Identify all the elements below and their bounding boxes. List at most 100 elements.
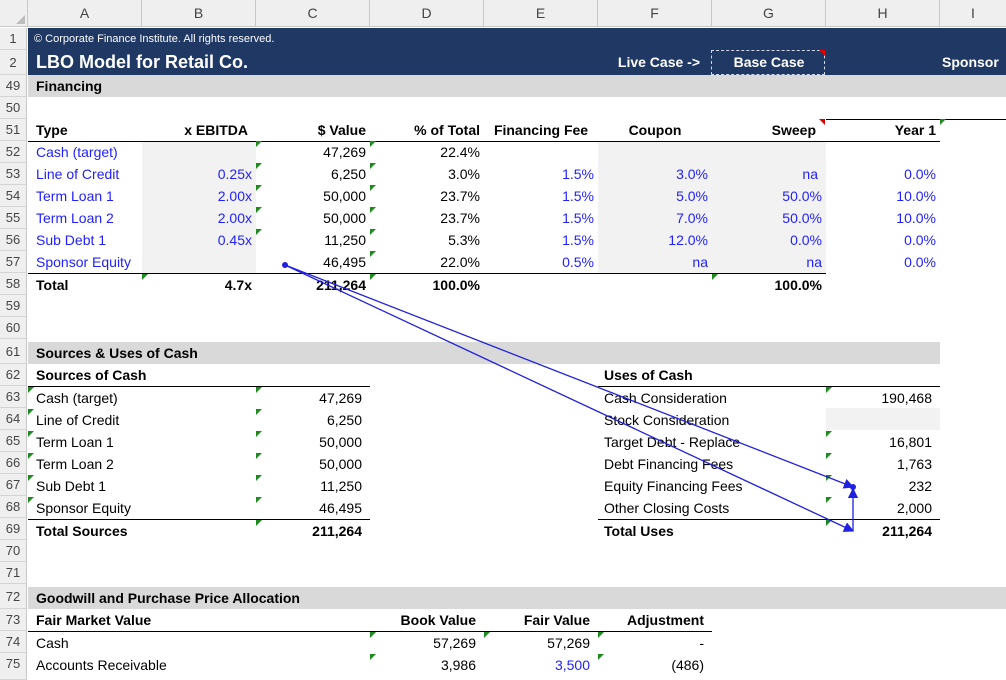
row-header[interactable]: 49 bbox=[0, 75, 27, 97]
financing-type-cell[interactable]: Term Loan 1 bbox=[36, 188, 114, 204]
source-value[interactable]: 47,269 bbox=[319, 390, 362, 406]
financing-year1-cell[interactable]: 0.0% bbox=[904, 166, 936, 182]
use-value[interactable]: 1,763 bbox=[896, 456, 932, 472]
source-value[interactable]: 11,250 bbox=[320, 478, 362, 494]
use-value[interactable]: 16,801 bbox=[889, 434, 932, 450]
error-indicator[interactable] bbox=[256, 453, 262, 459]
error-indicator[interactable] bbox=[256, 163, 262, 169]
error-indicator[interactable] bbox=[712, 274, 718, 280]
use-value[interactable]: 2,000 bbox=[896, 500, 932, 516]
error-indicator[interactable] bbox=[826, 453, 832, 459]
row-header[interactable]: 68 bbox=[0, 496, 27, 518]
financing-year1-cell[interactable]: 0.0% bbox=[904, 232, 936, 248]
error-indicator[interactable] bbox=[370, 207, 376, 213]
row-header[interactable]: 51 bbox=[0, 119, 27, 141]
error-indicator[interactable] bbox=[28, 387, 34, 393]
financing-type-cell[interactable]: Line of Credit bbox=[36, 166, 120, 182]
error-indicator[interactable] bbox=[142, 274, 148, 280]
error-indicator[interactable] bbox=[28, 475, 34, 481]
error-indicator[interactable] bbox=[826, 497, 832, 503]
financing-coupon-cell[interactable]: 7.0% bbox=[676, 210, 708, 226]
row-header[interactable]: 65 bbox=[0, 430, 27, 452]
error-indicator[interactable] bbox=[28, 497, 34, 503]
financing-total-label[interactable]: Total bbox=[36, 277, 69, 293]
error-indicator[interactable] bbox=[370, 229, 376, 235]
column-header-a[interactable]: A bbox=[28, 0, 142, 26]
row-header[interactable]: 57 bbox=[0, 251, 27, 273]
row-header[interactable]: 72 bbox=[0, 584, 27, 609]
error-indicator[interactable] bbox=[28, 453, 34, 459]
column-header-e[interactable]: E bbox=[484, 0, 598, 26]
error-indicator[interactable] bbox=[598, 654, 604, 660]
row-header[interactable]: 52 bbox=[0, 141, 27, 163]
financing-type-cell[interactable]: Term Loan 2 bbox=[36, 210, 114, 226]
source-label[interactable]: Sponsor Equity bbox=[36, 500, 131, 516]
error-indicator[interactable] bbox=[370, 274, 376, 280]
use-value[interactable]: 232 bbox=[908, 478, 932, 494]
total-sources-value[interactable]: 211,264 bbox=[312, 523, 362, 539]
column-header-b[interactable]: B bbox=[142, 0, 256, 26]
error-indicator[interactable] bbox=[256, 431, 262, 437]
financing-pct-cell[interactable]: 22.0% bbox=[440, 254, 480, 270]
financing-pct-cell[interactable]: 22.4% bbox=[440, 144, 480, 160]
error-indicator[interactable] bbox=[256, 409, 262, 415]
column-header-c[interactable]: C bbox=[256, 0, 370, 26]
use-label[interactable]: Other Closing Costs bbox=[604, 500, 730, 516]
column-header-d[interactable]: D bbox=[370, 0, 484, 26]
financing-fee-cell[interactable]: 1.5% bbox=[562, 188, 594, 204]
source-value[interactable]: 46,495 bbox=[319, 500, 362, 516]
error-indicator[interactable] bbox=[256, 387, 262, 393]
row-header[interactable]: 75 bbox=[0, 653, 27, 680]
financing-value-cell[interactable]: 11,250 bbox=[324, 232, 366, 248]
row-header[interactable]: 62 bbox=[0, 364, 27, 386]
financing-pct-cell[interactable]: 23.7% bbox=[440, 188, 480, 204]
error-indicator[interactable] bbox=[370, 251, 376, 257]
financing-year1-cell[interactable]: 0.0% bbox=[904, 254, 936, 270]
source-value[interactable]: 6,250 bbox=[326, 412, 362, 428]
row-header[interactable]: 58 bbox=[0, 273, 27, 295]
error-indicator[interactable] bbox=[256, 475, 262, 481]
financing-value-cell[interactable]: 6,250 bbox=[330, 166, 366, 182]
financing-fee-cell[interactable]: 0.5% bbox=[562, 254, 594, 270]
goodwill-item-label[interactable]: Accounts Receivable bbox=[36, 657, 167, 673]
error-indicator[interactable] bbox=[370, 141, 376, 147]
error-indicator[interactable] bbox=[370, 185, 376, 191]
source-label[interactable]: Sub Debt 1 bbox=[36, 478, 107, 494]
financing-pct-cell[interactable]: 3.0% bbox=[448, 166, 480, 182]
goodwill-adj-cell[interactable]: (486) bbox=[671, 657, 704, 673]
source-label[interactable]: Line of Credit bbox=[36, 412, 120, 428]
error-indicator[interactable] bbox=[28, 409, 34, 415]
row-header[interactable]: 73 bbox=[0, 609, 27, 631]
goodwill-book-cell[interactable]: 57,269 bbox=[433, 635, 476, 651]
error-indicator[interactable] bbox=[256, 207, 262, 213]
row-header[interactable]: 70 bbox=[0, 540, 27, 562]
financing-value-cell[interactable]: 50,000 bbox=[323, 210, 366, 226]
source-value[interactable]: 50,000 bbox=[319, 434, 362, 450]
source-value[interactable]: 50,000 bbox=[319, 456, 362, 472]
financing-x-ebitda-cell[interactable]: 2.00x bbox=[217, 188, 252, 204]
financing-total-x-ebitda[interactable]: 4.7x bbox=[224, 277, 252, 293]
financing-fee-cell[interactable]: 1.5% bbox=[562, 232, 594, 248]
financing-coupon-cell[interactable]: na bbox=[692, 254, 708, 270]
row-header[interactable]: 54 bbox=[0, 185, 27, 207]
row-header[interactable]: 56 bbox=[0, 229, 27, 251]
financing-coupon-cell[interactable]: 12.0% bbox=[668, 232, 708, 248]
row-header[interactable]: 61 bbox=[0, 339, 27, 364]
financing-value-cell[interactable]: 47,269 bbox=[323, 144, 366, 160]
financing-total-sweep[interactable]: 100.0% bbox=[774, 277, 822, 293]
row-header[interactable]: 59 bbox=[0, 295, 27, 317]
error-indicator[interactable] bbox=[256, 497, 262, 503]
row-header[interactable]: 71 bbox=[0, 562, 27, 584]
financing-pct-cell[interactable]: 5.3% bbox=[448, 232, 480, 248]
error-indicator[interactable] bbox=[28, 431, 34, 437]
financing-coupon-cell[interactable]: 3.0% bbox=[676, 166, 708, 182]
source-label[interactable]: Term Loan 1 bbox=[36, 434, 114, 450]
live-case-selector[interactable] bbox=[711, 50, 825, 75]
row-header[interactable]: 69 bbox=[0, 518, 27, 540]
source-label[interactable]: Term Loan 2 bbox=[36, 456, 114, 472]
financing-type-cell[interactable]: Cash (target) bbox=[36, 144, 118, 160]
financing-value-cell[interactable]: 50,000 bbox=[323, 188, 366, 204]
financing-year1-cell[interactable]: 10.0% bbox=[896, 188, 936, 204]
error-indicator[interactable] bbox=[256, 520, 262, 526]
financing-x-ebitda-cell[interactable]: 0.45x bbox=[217, 232, 252, 248]
